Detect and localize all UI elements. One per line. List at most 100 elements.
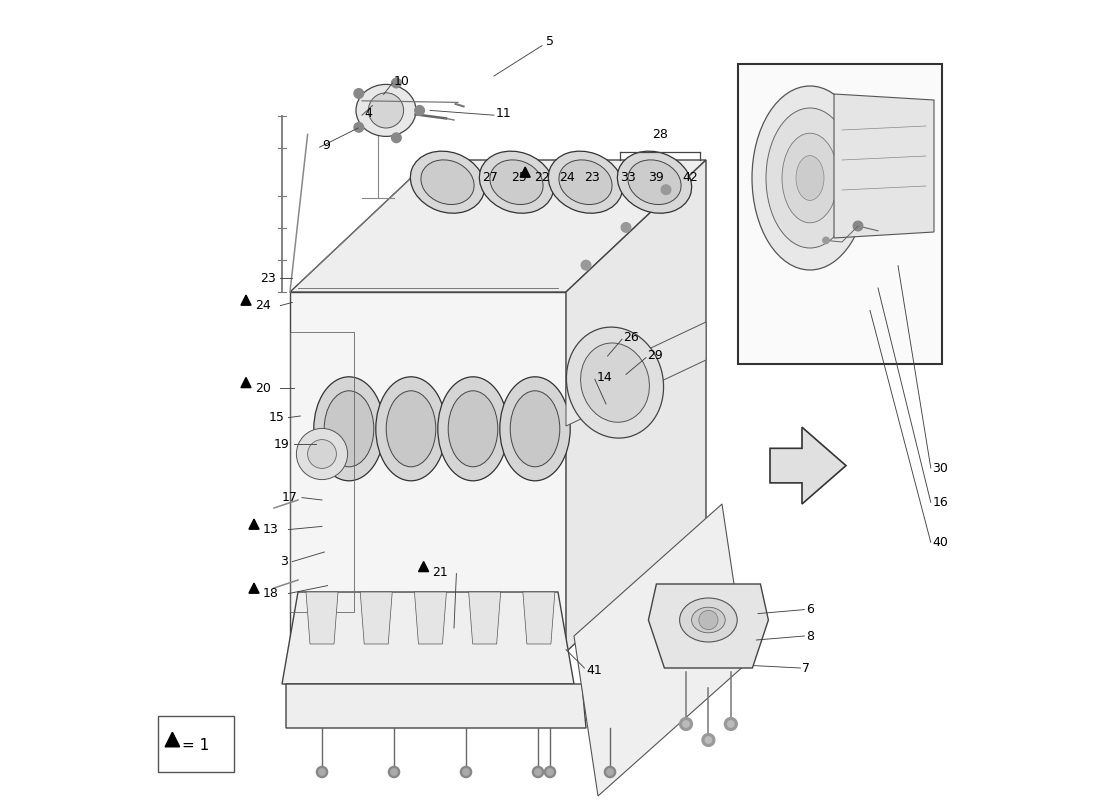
- Circle shape: [698, 610, 718, 630]
- Circle shape: [308, 439, 337, 468]
- Text: 24: 24: [560, 171, 575, 184]
- Text: 28: 28: [652, 128, 669, 141]
- Text: 11: 11: [496, 107, 512, 120]
- Polygon shape: [290, 160, 706, 292]
- Circle shape: [702, 734, 715, 746]
- Circle shape: [854, 222, 862, 230]
- Text: 22: 22: [534, 171, 550, 184]
- Circle shape: [544, 766, 556, 778]
- Text: 30: 30: [933, 462, 948, 474]
- Circle shape: [535, 769, 541, 775]
- Circle shape: [581, 260, 591, 270]
- Circle shape: [532, 766, 543, 778]
- Polygon shape: [286, 684, 586, 728]
- Polygon shape: [566, 160, 706, 652]
- Circle shape: [705, 737, 712, 743]
- Circle shape: [354, 89, 364, 98]
- Circle shape: [461, 766, 472, 778]
- Ellipse shape: [499, 377, 570, 481]
- Polygon shape: [415, 592, 447, 644]
- Circle shape: [463, 769, 470, 775]
- Text: 16: 16: [933, 496, 948, 509]
- Ellipse shape: [566, 327, 663, 438]
- Text: 13: 13: [263, 523, 278, 536]
- Ellipse shape: [376, 377, 447, 481]
- FancyBboxPatch shape: [738, 64, 942, 364]
- Ellipse shape: [559, 160, 612, 205]
- Ellipse shape: [410, 151, 485, 214]
- Circle shape: [319, 769, 326, 775]
- Polygon shape: [520, 167, 530, 177]
- Ellipse shape: [448, 390, 498, 466]
- Text: 3: 3: [279, 555, 287, 568]
- Text: eurospares: eurospares: [322, 379, 585, 421]
- Circle shape: [390, 769, 397, 775]
- Ellipse shape: [510, 390, 560, 466]
- Circle shape: [317, 766, 328, 778]
- Polygon shape: [249, 583, 258, 594]
- Ellipse shape: [356, 84, 416, 136]
- Polygon shape: [770, 427, 846, 504]
- Text: 10: 10: [394, 75, 410, 88]
- Polygon shape: [249, 519, 258, 530]
- Polygon shape: [834, 94, 934, 238]
- Text: 39: 39: [648, 171, 663, 184]
- Text: 40: 40: [933, 536, 948, 549]
- Polygon shape: [469, 592, 500, 644]
- Ellipse shape: [680, 598, 737, 642]
- Text: 42: 42: [682, 171, 697, 184]
- Text: 9: 9: [322, 139, 330, 152]
- Text: 8: 8: [806, 630, 814, 642]
- Text: 20: 20: [255, 382, 271, 394]
- Polygon shape: [165, 732, 179, 747]
- Circle shape: [725, 718, 737, 730]
- Circle shape: [296, 429, 348, 480]
- Text: 23: 23: [261, 272, 276, 285]
- Circle shape: [368, 93, 404, 128]
- Polygon shape: [566, 322, 706, 426]
- Polygon shape: [522, 592, 554, 644]
- Polygon shape: [574, 504, 746, 796]
- Polygon shape: [241, 295, 251, 305]
- Polygon shape: [360, 592, 393, 644]
- Polygon shape: [241, 378, 251, 387]
- Text: 4: 4: [364, 107, 372, 120]
- Ellipse shape: [324, 390, 374, 466]
- Ellipse shape: [692, 607, 725, 633]
- Circle shape: [727, 721, 734, 727]
- Text: 19: 19: [274, 438, 289, 450]
- Text: 33: 33: [619, 171, 636, 184]
- Text: 6: 6: [806, 603, 814, 616]
- Text: 23: 23: [584, 171, 601, 184]
- Ellipse shape: [490, 160, 543, 205]
- Circle shape: [661, 185, 671, 194]
- Text: 15: 15: [268, 411, 284, 424]
- Text: 26: 26: [624, 331, 639, 344]
- Circle shape: [392, 133, 402, 142]
- Text: 29: 29: [648, 350, 663, 362]
- Circle shape: [607, 769, 613, 775]
- Circle shape: [354, 122, 364, 132]
- Ellipse shape: [628, 160, 681, 205]
- Bar: [158, 716, 234, 772]
- Ellipse shape: [796, 155, 824, 200]
- Polygon shape: [648, 584, 769, 668]
- Text: 24: 24: [255, 299, 271, 312]
- Polygon shape: [282, 592, 574, 684]
- Text: 17: 17: [282, 491, 298, 504]
- Circle shape: [621, 222, 630, 232]
- Text: 14: 14: [596, 371, 613, 384]
- Polygon shape: [306, 592, 338, 644]
- Ellipse shape: [782, 133, 838, 222]
- Circle shape: [604, 766, 616, 778]
- Ellipse shape: [581, 343, 649, 422]
- Text: a passion for parts since 1994: a passion for parts since 1994: [339, 445, 570, 459]
- Circle shape: [683, 721, 690, 727]
- Text: 21: 21: [432, 566, 448, 578]
- Ellipse shape: [617, 151, 692, 214]
- Polygon shape: [290, 292, 566, 652]
- Circle shape: [415, 106, 425, 115]
- Ellipse shape: [386, 390, 436, 466]
- Circle shape: [823, 237, 829, 243]
- Text: 27: 27: [482, 171, 498, 184]
